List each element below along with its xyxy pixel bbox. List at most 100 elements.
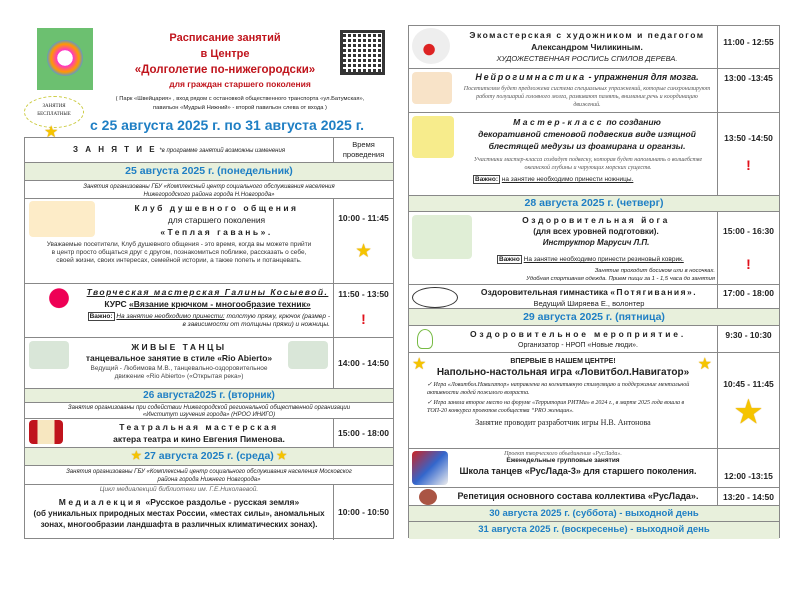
table-row: Проект творческого объединения «РусЛада»… (409, 449, 779, 488)
activity-subtitle: танцевальное занятие в стиле «Rio Abiert… (85, 353, 273, 363)
important-label: Важно: (473, 175, 500, 184)
activity-time: 10:00 - 11:45 (338, 213, 389, 223)
star-icon: ★ (276, 450, 287, 462)
exclamation-icon: ! (361, 311, 366, 327)
day-27: 27 августа 2025 г. (среда) (144, 450, 274, 462)
table-row: Оздоровительная йога (для всех уровней п… (409, 212, 779, 285)
day-26: 26 августа2025 г. (вторник) (25, 389, 393, 403)
stretching-image (412, 287, 458, 308)
ruslada-logo (419, 489, 437, 505)
table-row: Цикл медиалекций библиотеки им. Г.Е.Нико… (25, 485, 393, 540)
activity-time: 13:20 - 14:50 (717, 488, 779, 505)
title-line1: Расписание занятий (169, 32, 281, 44)
instructor: Инструктор Марусич Л.П. (542, 238, 650, 247)
activity-description: Занятие проходит босиком или в носочках. (594, 268, 715, 274)
address-line1: ( Парк «Швейцария» , вход рядом с остано… (115, 96, 365, 102)
jellyfish-image (412, 116, 454, 158)
activity-time: 15:00 - 16:30 (722, 226, 775, 236)
theatre-curtain-image (29, 420, 63, 444)
free-badge-line2: БЕСПЛАТНЫЕ (37, 112, 71, 117)
game-author: Занятие проводит разработчик игры Н.В. А… (475, 418, 651, 427)
exclamation-icon: ! (746, 256, 751, 272)
table-row: Репетиция основного состава коллектива «… (409, 488, 779, 506)
activity-description: Ведущий - Любимова М.В., танцевально-озд… (90, 365, 268, 380)
activity-subtitle: «Потягивания». (610, 287, 698, 297)
important-label: Важно (497, 255, 522, 264)
folk-dance-image (412, 451, 448, 485)
activity-subtitle: декоративной стеновой подвескив виде изя… (478, 129, 696, 139)
star-icon: ★ (356, 243, 371, 260)
star-icon: ★ (44, 124, 59, 141)
activity-description: Участники мастер-класса создадут подвеск… (473, 157, 703, 171)
activity-time: 12:00 -13:15 (717, 449, 779, 487)
org-note: «Институт изучения города» (НРОО ИНИГО) (142, 412, 276, 418)
activity-title: Клуб душевного общения (134, 203, 299, 213)
title-line4: для граждан старшего поколения (169, 79, 311, 89)
activity-subtitle: блестящей медузы из фоамирана и органзы. (488, 141, 686, 151)
painted-wood-image (412, 28, 450, 64)
activity-title: ЖИВЫЕ ТАНЦЫ (131, 342, 227, 352)
activity-subtitle: по созданию (603, 117, 661, 127)
table-row: Творческая мастерская Галины Косыевой. К… (25, 284, 393, 338)
activity-pre: Еженедельные групповые занятия (506, 457, 620, 464)
tree-logo (417, 329, 433, 349)
activity-title: Школа танцев «РусЛада-3» для старшего по… (459, 466, 697, 476)
activity-description: (об уникальных природных местах России, … (33, 509, 325, 529)
exclamation-icon: ! (746, 157, 751, 173)
table-row: Мастер-класс по созданию декоративной ст… (409, 113, 779, 196)
important-text: На занятие необходимо принести: (116, 313, 225, 320)
free-badge: ЗАНЯТИЯ БЕСПЛАТНЫЕ (24, 96, 84, 128)
star-icon: ★ (735, 396, 762, 429)
important-text: На занятие необходимо принести резиновый… (523, 256, 684, 263)
org-note: Занятия организованы ГБУ «Комплексный це… (66, 469, 352, 475)
activity-title: Творческая мастерская Галины Косыевой. (86, 287, 329, 297)
instructor: Ведущий Ширяева Е., волонтер (533, 299, 645, 308)
free-badge-line1: ЗАНЯТИЯ (42, 104, 66, 109)
table-row: Оздоровительная гимнастика «Потягивания»… (409, 285, 779, 309)
course-label: КУРС (104, 299, 127, 309)
activity-time: 11:50 - 13:50 (338, 289, 389, 299)
activity-subtitle: актера театра и кино Евгения Пименова. (113, 434, 285, 444)
yarn-image (35, 287, 75, 319)
important-label: Важно: (87, 312, 115, 321)
yoga-image (412, 215, 472, 259)
address-line2: павильон «Мудрый Нижний» - второй павиль… (153, 105, 327, 111)
activity-description: Уважаемые посетители, Клуб душевного общ… (46, 241, 312, 264)
activity-subtitle: Александром Чиликиным. (531, 42, 643, 52)
activity-time: 10:00 - 10:50 (333, 485, 393, 540)
activity-time: 14:00 - 14:50 (333, 338, 393, 388)
activity-title: Оздоровительная йога (522, 215, 670, 225)
org-note: района города Нижнего Новгорода» (157, 477, 261, 483)
announcement: ВПЕРВЫЕ В НАШЕМ ЦЕНТРЕ! (510, 358, 616, 365)
star-icon: ★ (412, 356, 427, 373)
activity-title: Медиалекция (58, 497, 144, 507)
important-text: толстую пряжу, крючок (размер - в зависи… (182, 313, 330, 328)
time-header-1: Время (352, 140, 375, 149)
dancers-image (29, 341, 69, 369)
activity-subtitle: «Теплая гавань». (160, 227, 273, 237)
tea-party-image (29, 201, 95, 237)
activity-subtitle: для старшего поколения (167, 215, 266, 225)
center-logo (37, 28, 93, 90)
activity-title: Нейрогимнастика (475, 72, 586, 82)
day-31: 31 августа 2025 г. (воскресенье) - выход… (409, 522, 779, 539)
activity-time: 15:00 - 18:00 (333, 419, 393, 447)
time-header-2: проведения (342, 150, 385, 159)
activity-subtitle: (для всех уровней подготовки). (533, 227, 659, 236)
table-row: Клуб душевного общения для старшего поко… (25, 199, 393, 284)
table-row: Театральная мастерская актера театра и к… (25, 419, 393, 448)
brain-exercise-image (412, 72, 452, 104)
star-icon: ★ (131, 450, 142, 462)
activity-pre: Проект творческого объединения «РусЛада»… (504, 451, 622, 457)
activity-subtitle: - упражнения для мозга. (585, 72, 699, 82)
day-25: 25 августа 2025 г. (понедельник) (25, 163, 393, 181)
activity-time: 13:50 -14:50 (724, 133, 773, 143)
dancers-image (288, 341, 328, 369)
organizer: Организатор - НРОП «Новые люди». (518, 342, 638, 349)
day-29: 29 августа 2025 г. (пятница) (409, 309, 779, 326)
activity-subtitle: «Вязание крючком - многообразие техник» (129, 299, 311, 309)
activity-description: Посетителям будет предложена система спе… (463, 86, 711, 108)
title-line3: «Долголетие по-нижегородски» (134, 64, 316, 76)
schedule-table-right: Экомастерская с художником и педагогом А… (408, 25, 780, 539)
qr-code (340, 30, 385, 75)
